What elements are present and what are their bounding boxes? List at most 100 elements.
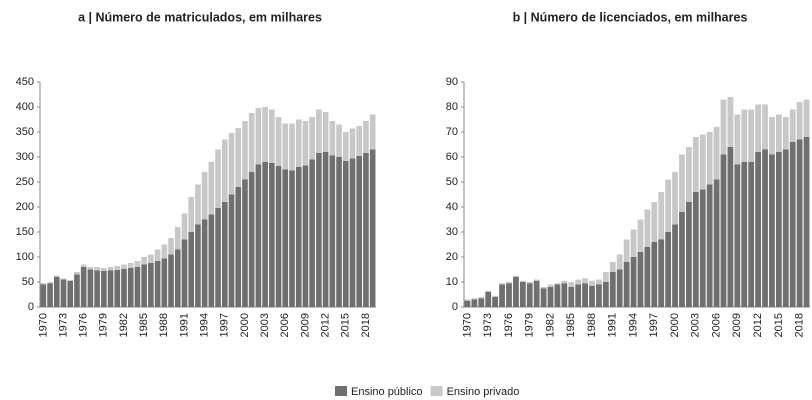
legend-swatch [430, 386, 443, 396]
x-tick-label: 2018 [794, 313, 806, 337]
bar-segment [706, 184, 713, 307]
bar-segment [349, 128, 356, 159]
bar-segment [53, 275, 60, 277]
bar-segment [107, 267, 114, 271]
y-tick-label: 400 [16, 101, 34, 113]
bar-segment [803, 99, 810, 137]
bar-segment [369, 149, 376, 307]
bar-segment [275, 117, 282, 166]
bar-segment [181, 239, 188, 307]
bar-segment [623, 239, 630, 262]
bar-segment [575, 284, 582, 307]
bar-segment [168, 238, 174, 255]
bar-segment [775, 152, 782, 307]
x-tick-label: 1979 [524, 313, 536, 337]
bar-segment [208, 214, 215, 307]
legend-swatch [335, 386, 347, 396]
bar-segment [665, 179, 672, 232]
bar-segment [275, 166, 282, 307]
x-tick-label: 2012 [320, 313, 332, 337]
bar-segment [47, 282, 53, 284]
bar-segment [262, 162, 268, 307]
bar-segment [485, 292, 492, 307]
x-tick-label: 2009 [731, 313, 743, 337]
bar-segment [665, 232, 672, 307]
bar-segment [741, 109, 748, 162]
bar-segment [755, 152, 762, 307]
bar-segment [289, 170, 295, 307]
y-tick-label: 0 [452, 301, 458, 313]
bar-segment [492, 295, 499, 297]
bar-segment [568, 282, 575, 287]
bar-segment [107, 270, 114, 307]
x-tick-label: 1970 [37, 313, 49, 337]
y-tick-label: 20 [446, 251, 458, 263]
y-tick-label: 30 [446, 226, 458, 238]
bar-segment [699, 134, 706, 190]
bar-segment [464, 299, 471, 301]
bar-segment [540, 287, 547, 289]
bar-segment [506, 282, 512, 284]
bar-segment [255, 108, 262, 165]
bar-segment [121, 264, 127, 269]
legend-label: Ensino público [351, 386, 423, 398]
bar-segment [269, 109, 275, 163]
bar-segment [221, 139, 228, 202]
bar-segment [492, 297, 499, 307]
bar-segment [322, 152, 329, 307]
bar-segment [161, 258, 168, 307]
bar-segment [181, 213, 188, 240]
x-tick-label: 2015 [773, 313, 785, 337]
bar-segment [235, 187, 242, 307]
bar-segment [134, 261, 141, 267]
y-tick-label: 300 [16, 151, 34, 163]
bar-segment [609, 262, 616, 272]
bar-segment [775, 114, 782, 152]
bar-segment [316, 109, 322, 153]
bar-segment [623, 262, 630, 307]
x-tick-label: 2003 [259, 313, 271, 337]
bar-segment [762, 149, 768, 307]
bar-segment [302, 121, 309, 166]
bar-segment [127, 263, 134, 268]
x-tick-label: 1976 [78, 313, 90, 337]
bar-segment [195, 224, 201, 307]
bar-segment [80, 264, 87, 267]
bar-segment [369, 114, 376, 150]
bar-segment [499, 283, 505, 285]
bar-segment [201, 219, 208, 307]
x-tick-label: 2015 [340, 313, 352, 337]
bar-segment [356, 126, 363, 156]
bar-segment [658, 192, 665, 240]
bar-segment [67, 281, 74, 307]
x-tick-label: 1982 [544, 313, 556, 337]
x-tick-label: 1970 [461, 313, 473, 337]
bar-segment [282, 169, 289, 307]
bar-segment [141, 257, 147, 265]
bar-segment [589, 280, 595, 286]
bar-segment [322, 112, 329, 152]
bar-segment [248, 172, 255, 307]
bar-segment [769, 117, 775, 155]
bar-segment [228, 194, 235, 307]
bar-segment [789, 142, 796, 307]
bar-segment [519, 280, 526, 282]
x-tick-label: 1985 [138, 313, 150, 337]
bar-segment [637, 219, 644, 252]
bar-segment [161, 244, 168, 259]
bar-segment [141, 264, 147, 307]
x-tick-label: 2018 [360, 313, 372, 337]
bar-segment [60, 279, 67, 307]
y-tick-label: 250 [16, 176, 34, 188]
bar-segment [309, 117, 315, 160]
x-tick-label: 2006 [710, 313, 722, 337]
bar-segment [734, 164, 741, 307]
bar-segment [755, 104, 762, 152]
bar-segment [134, 267, 141, 307]
x-tick-label: 2009 [299, 313, 311, 337]
bar-segment [727, 97, 734, 147]
bar-segment [554, 284, 561, 307]
bar-segment [53, 277, 60, 307]
bar-segment [692, 192, 699, 307]
x-tick-label: 1997 [648, 313, 660, 337]
